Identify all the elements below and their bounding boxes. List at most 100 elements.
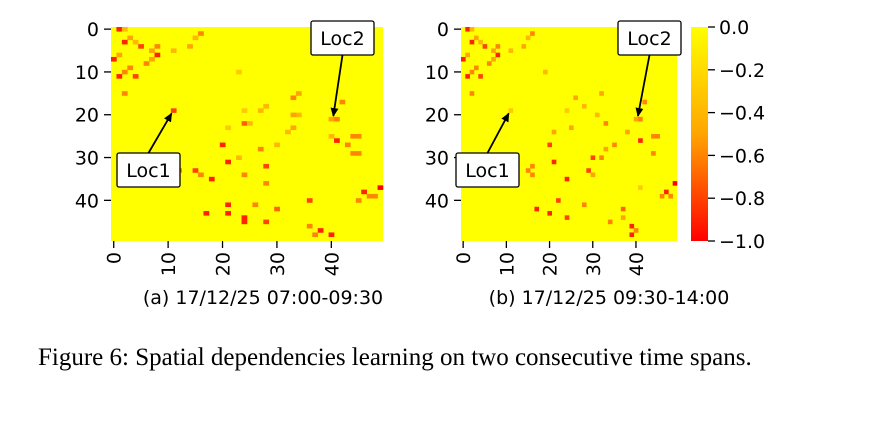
y-tick-label: 30 <box>425 148 449 170</box>
heatmap-cell <box>121 91 128 96</box>
heatmap-cell <box>334 138 340 143</box>
y-tick-label: 20 <box>75 105 99 127</box>
heatmap-cell <box>170 48 177 53</box>
heatmap-cell <box>543 69 548 75</box>
heatmap-cell <box>642 99 648 105</box>
heatmap-cell <box>154 52 161 58</box>
annotation-arrow <box>147 112 173 154</box>
heatmap-cell <box>241 215 248 220</box>
heatmap-cell <box>495 52 501 58</box>
heatmap-cell <box>350 151 357 156</box>
heatmap-cell <box>469 91 475 96</box>
heatmap-cell <box>170 108 177 113</box>
heatmap-cell <box>491 56 496 62</box>
heatmap-cell <box>668 193 673 199</box>
colorbar-gradient <box>691 27 708 241</box>
heatmap-cell <box>469 69 475 75</box>
annotation-label: Loc2 <box>627 28 671 50</box>
heatmap-cell <box>581 202 587 208</box>
heatmap-cell <box>633 116 639 122</box>
heatmap-cell <box>290 112 297 118</box>
heatmap-cell <box>530 163 535 169</box>
heatmap-cell <box>664 189 669 195</box>
heatmap-cell <box>263 104 270 109</box>
heatmap-cell <box>344 142 351 148</box>
heatmap-cell <box>629 223 635 229</box>
heatmap-cell <box>638 185 643 190</box>
heatmap-cell <box>530 31 535 36</box>
heatmap-cell <box>328 116 335 122</box>
heatmap-cell <box>241 108 248 113</box>
heatmap-cell <box>328 232 335 238</box>
heatmap-cell <box>612 142 617 148</box>
heatmap-panel-a: 0 10 20 30 40 0 10 20 30 40 (a) 17/12/25 07:00-09:… <box>75 19 384 309</box>
heatmap-cell <box>482 44 488 49</box>
y-tick-label: 30 <box>75 148 99 170</box>
colorbar-tick-label: −0.2 <box>719 60 765 82</box>
y-tick-label: 0 <box>437 19 449 41</box>
heatmap-cell <box>672 181 678 186</box>
heatmap-cell <box>138 44 144 49</box>
heatmap-cell <box>236 69 242 75</box>
heatmap-cell <box>547 142 553 148</box>
heatmap-cell <box>469 39 475 45</box>
heatmap-cell <box>495 44 501 49</box>
heatmap-cell <box>132 74 139 79</box>
y-tick-label: 10 <box>75 62 99 84</box>
heatmap-cell <box>317 228 324 233</box>
heatmap-cell <box>620 206 626 212</box>
colorbar: 0.0 −0.2 −0.4 −0.6 −0.8 −1.0 <box>691 17 765 253</box>
heatmap-cell <box>651 134 656 139</box>
heatmap-cell <box>599 91 604 96</box>
colorbar-tick-label: −0.8 <box>719 188 765 210</box>
annotation-arrow <box>330 54 344 118</box>
heatmap-cell <box>263 163 270 169</box>
heatmap-cell <box>328 134 335 139</box>
heatmap-cell <box>355 134 362 139</box>
heatmap-cell <box>564 108 570 113</box>
heatmap-cell <box>241 121 248 126</box>
heatmap-cell <box>377 185 384 190</box>
heatmap-cell <box>257 146 264 152</box>
heatmap-cell <box>551 159 557 165</box>
heatmap-cell <box>590 172 596 178</box>
heatmap-cell <box>116 27 123 32</box>
x-tick-label: 30 <box>583 252 605 276</box>
heatmap-cell <box>564 215 570 220</box>
y-tick-label: 40 <box>75 190 99 212</box>
x-tick-label: 0 <box>104 252 126 264</box>
heatmap-cell <box>241 172 248 178</box>
heatmap-cell <box>192 35 199 41</box>
heatmap-cell <box>274 142 280 148</box>
heatmap-cell <box>478 74 483 79</box>
heatmap-cell <box>625 129 630 135</box>
heatmap-cell <box>655 134 661 139</box>
heatmap-cell <box>306 198 313 203</box>
heatmap-cell <box>361 189 367 195</box>
y-tick-label: 40 <box>425 190 449 212</box>
x-tick-label: 20 <box>540 252 562 276</box>
heatmap-cell <box>569 125 574 131</box>
x-tick-label: 40 <box>626 252 648 276</box>
heatmap-cell <box>121 69 128 75</box>
heatmap-cell <box>355 151 362 156</box>
heatmap-cell <box>263 219 270 225</box>
heatmap-cell <box>355 198 362 203</box>
heatmap-cell <box>473 65 479 71</box>
heatmap-cell <box>143 61 150 66</box>
heatmap-cell <box>629 232 635 238</box>
heatmap-cell <box>247 121 253 126</box>
colorbar-tick-label: −0.4 <box>719 103 765 125</box>
heatmap-cell <box>534 206 540 212</box>
colorbar-tick-label: 0.0 <box>719 17 749 39</box>
heatmap-cell <box>651 151 656 156</box>
heatmap-cell <box>508 48 514 53</box>
annotation-label: Loc1 <box>465 160 509 182</box>
heatmap-cell <box>350 134 357 139</box>
annotation-arrow <box>486 112 510 154</box>
heatmap-panel-b: 0 10 20 30 40 0 10 20 30 40 (b) 17/12/25 09:30-14:… <box>425 19 730 309</box>
heatmap-cell <box>564 176 570 182</box>
heatmap-cell <box>295 112 302 118</box>
heatmap-cell <box>586 168 591 173</box>
